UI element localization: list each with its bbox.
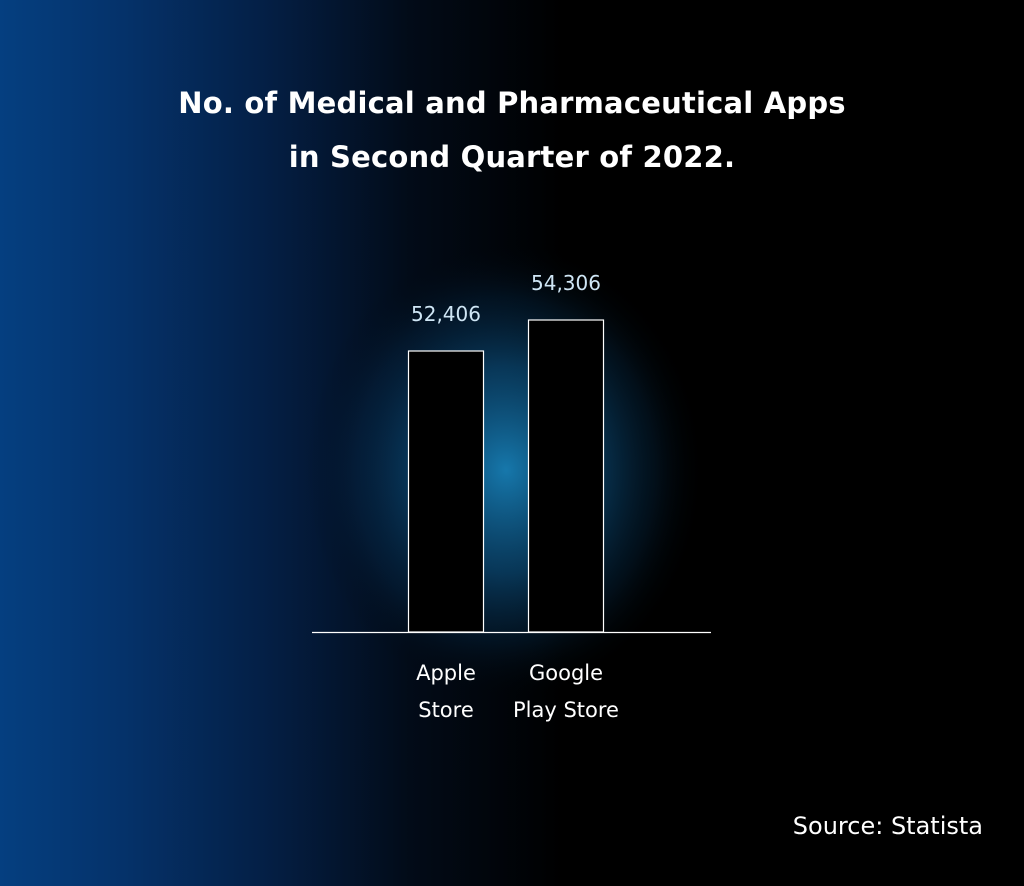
category-label-0-line-1: Store	[418, 698, 474, 722]
value-label-0: 52,406	[411, 302, 481, 326]
category-label-0-line-0: Apple	[416, 661, 476, 685]
bar-0	[407, 350, 485, 633]
bar-1	[527, 319, 605, 633]
bars	[407, 319, 605, 633]
chart-title-line-2: in Second Quarter of 2022.	[288, 140, 736, 174]
glow-ellipse	[306, 240, 706, 700]
bar-glow	[306, 240, 706, 700]
category-label-1-line-0: Google	[529, 661, 603, 685]
category-label-1-line-1: Play Store	[513, 698, 619, 722]
chart-title-line-1: No. of Medical and Pharmaceutical Apps	[178, 86, 846, 120]
labels: 52,406 Apple Store 54,306 Google Play Store	[411, 271, 619, 722]
value-label-1: 54,306	[531, 271, 601, 295]
source-note: Source: Statista	[792, 812, 983, 840]
chart-title: No. of Medical and Pharmaceutical Apps i…	[0, 76, 1024, 184]
